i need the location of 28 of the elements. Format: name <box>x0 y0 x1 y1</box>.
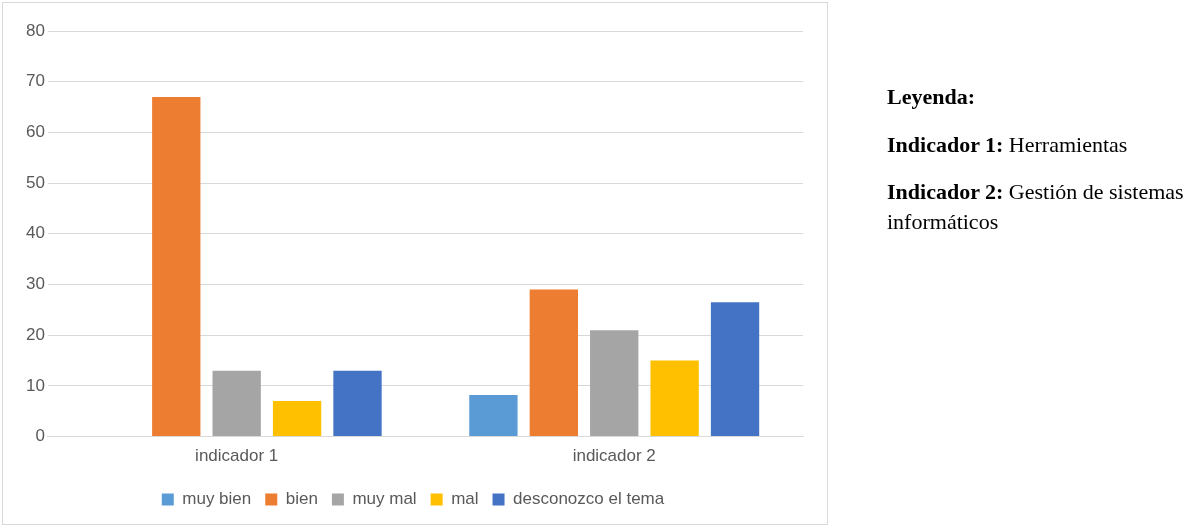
y-tick-label: 50 <box>25 172 45 192</box>
text: Indicador 1: Herramientas <box>887 130 1129 159</box>
text: Leyenda: <box>887 84 975 109</box>
legend-label: muy mal <box>352 489 417 509</box>
legend-label: bien <box>285 489 318 509</box>
bar <box>272 401 322 437</box>
y-tick-label: 20 <box>25 324 45 344</box>
legend-label: desconozco el tema <box>513 489 665 509</box>
y-tick-label: 80 <box>25 20 45 40</box>
bar <box>469 395 518 437</box>
y-tick-label: 30 <box>25 274 45 294</box>
y-tick-label: 60 <box>25 122 45 142</box>
bar <box>710 302 760 437</box>
x-tick-label: indicador 1 <box>195 446 279 466</box>
legend-label: mal <box>451 489 479 509</box>
y-tick-label: 70 <box>25 71 45 91</box>
y-tick-label: 0 <box>35 426 45 446</box>
y-tick-label: 40 <box>25 223 45 243</box>
bar <box>333 370 382 437</box>
bar <box>590 330 639 437</box>
x-tick-label: indicador 2 <box>572 446 656 466</box>
bar <box>529 289 578 437</box>
legend-label: muy bien <box>182 489 252 509</box>
bar <box>152 96 201 437</box>
text: Indicador 2: Gestión de sistemas informáticos <box>887 178 1185 237</box>
y-tick-label: 10 <box>25 375 45 395</box>
bar <box>212 370 261 437</box>
bar <box>650 360 699 437</box>
